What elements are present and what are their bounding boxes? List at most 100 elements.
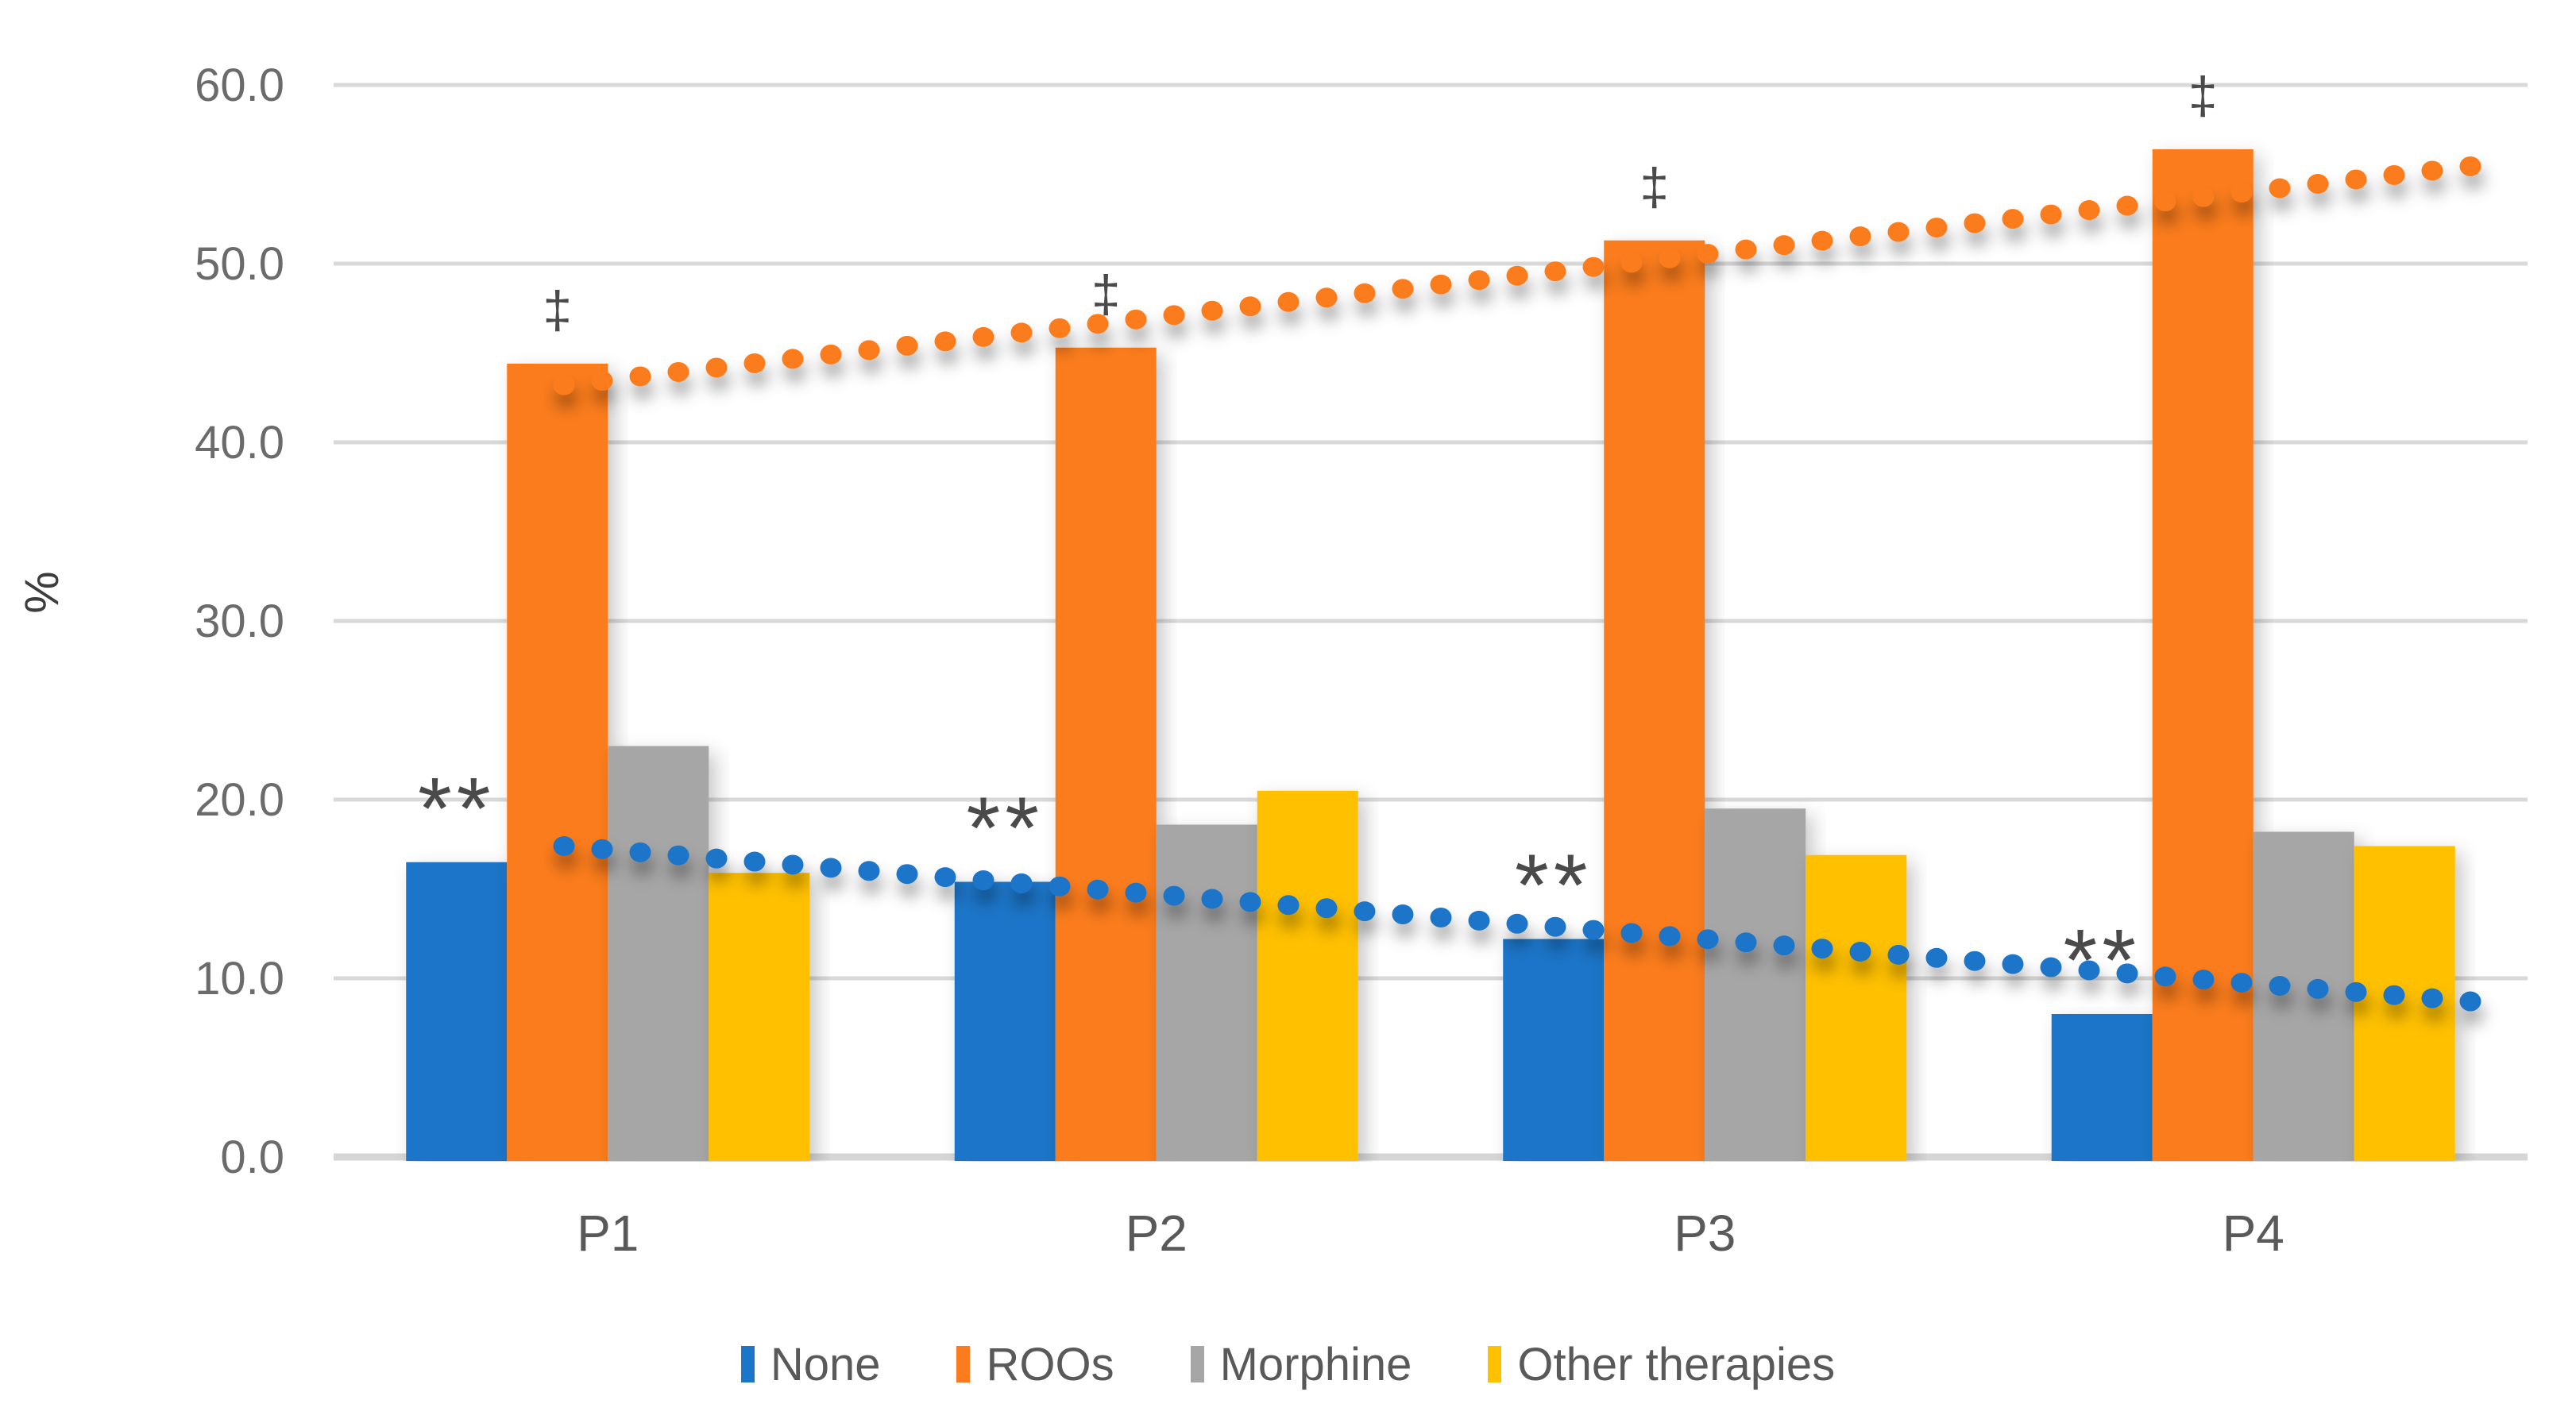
- significance-mark-p2: **: [966, 780, 1044, 877]
- trend-dot-none: [1735, 932, 1757, 953]
- trend-dot-roos: [2269, 178, 2291, 199]
- trend-dot-none: [2307, 978, 2329, 999]
- legend-marker-roos: [956, 1346, 971, 1382]
- trend-dot-roos: [2383, 164, 2405, 185]
- trend-dot-roos: [1277, 291, 1300, 312]
- trend-dot-roos: [1010, 322, 1033, 343]
- bar-none-p2: [954, 881, 1056, 1161]
- trend-dot-none: [782, 854, 804, 875]
- significance-mark-p2: ‡: [1091, 264, 1121, 323]
- y-axis-title: %: [14, 571, 68, 614]
- y-tick-label: 20.0: [195, 774, 284, 826]
- trend-dot-roos: [1735, 239, 1757, 260]
- trend-dot-none: [1544, 916, 1566, 937]
- trend-dot-none: [2230, 973, 2253, 993]
- trend-dot-none: [820, 858, 842, 878]
- trend-dot-roos: [705, 357, 728, 378]
- trend-dot-roos: [820, 344, 842, 364]
- bar-none-p1: [406, 862, 508, 1161]
- legend-item-morphine: Morphine: [1190, 1338, 1412, 1391]
- bar-roos-p3: [1604, 240, 1705, 1161]
- trend-dot-roos: [1392, 279, 1414, 299]
- x-tick-label-p2: P2: [1126, 1205, 1188, 1262]
- trend-dot-none: [1468, 910, 1490, 931]
- trend-dot-roos: [1239, 296, 1261, 317]
- legend-item-roos: ROOs: [956, 1338, 1114, 1391]
- y-tick-label: 40.0: [195, 417, 284, 469]
- trend-dot-none: [667, 845, 689, 866]
- trend-dot-none: [1849, 941, 1871, 962]
- trend-dot-roos: [2345, 169, 2367, 190]
- trend-dot-roos: [553, 375, 575, 395]
- legend-label-morphine: Morphine: [1219, 1338, 1412, 1390]
- trend-dot-none: [1239, 892, 1261, 912]
- trend-dot-none: [629, 842, 651, 862]
- trend-dot-roos: [2459, 156, 2481, 176]
- trend-dot-roos: [591, 370, 613, 391]
- bar-other-therapies-p2: [1257, 790, 1358, 1161]
- trend-dot-roos: [1506, 265, 1528, 286]
- bar-none-p3: [1503, 939, 1605, 1161]
- trend-dot-none: [1925, 947, 1948, 968]
- trend-dot-none: [858, 861, 880, 881]
- trend-dot-roos: [2002, 209, 2024, 229]
- trend-dot-none: [1049, 876, 1071, 897]
- trend-dot-none: [705, 848, 728, 869]
- trendline-group: [553, 156, 2481, 1012]
- bar-roos-p1: [507, 364, 608, 1161]
- bar-other-therapies-p3: [1806, 854, 1907, 1161]
- trend-dot-roos: [896, 335, 918, 356]
- trend-dot-roos: [1620, 253, 1643, 273]
- significance-mark-p1: ‡: [543, 280, 572, 339]
- legend-item-none: None: [740, 1338, 880, 1391]
- significance-mark-p3: ‡: [1639, 157, 1669, 216]
- legend-marker-morphine: [1190, 1346, 1204, 1382]
- y-tick-label: 30.0: [195, 596, 284, 647]
- trend-dot-roos: [1773, 235, 1795, 256]
- trend-dot-roos: [1811, 230, 1833, 251]
- trend-dot-roos: [1315, 287, 1338, 308]
- trend-dot-roos: [1887, 222, 1910, 242]
- trend-dot-roos: [1582, 256, 1605, 277]
- trend-dot-roos: [1201, 300, 1223, 321]
- trend-dot-roos: [2154, 191, 2176, 212]
- trend-dot-roos: [2192, 187, 2215, 207]
- bar-morphine-p2: [1156, 824, 1257, 1161]
- bar-morphine-p3: [1705, 808, 1806, 1161]
- trend-dot-none: [1163, 885, 1185, 906]
- bar-none-p4: [2051, 1014, 2153, 1161]
- trend-dot-none: [1315, 898, 1338, 919]
- y-tick-label: 0.0: [220, 1132, 284, 1183]
- trend-dot-none: [972, 870, 994, 891]
- trend-dot-none: [553, 836, 575, 856]
- trend-dot-roos: [858, 340, 880, 361]
- trend-dot-none: [896, 864, 918, 885]
- trend-dot-none: [2154, 966, 2176, 987]
- trend-dot-none: [2269, 976, 2291, 996]
- trend-dot-none: [2078, 960, 2100, 981]
- trend-dot-none: [2421, 988, 2443, 1008]
- trend-dot-none: [2459, 991, 2481, 1012]
- trend-dot-roos: [2040, 204, 2062, 225]
- trend-dot-none: [1125, 882, 1147, 903]
- trend-dot-none: [1506, 913, 1528, 934]
- trend-dot-roos: [1964, 213, 1986, 233]
- trend-dot-none: [2040, 957, 2062, 977]
- trend-dot-none: [1811, 939, 1833, 959]
- trend-dot-roos: [1468, 270, 1490, 291]
- legend-marker-other-therapies: [1488, 1346, 1502, 1382]
- bar-series-group: [406, 149, 2455, 1161]
- bar-roos-p4: [2152, 149, 2254, 1161]
- legend-label-other-therapies: Other therapies: [1517, 1338, 1836, 1390]
- trend-dot-roos: [2116, 195, 2138, 216]
- x-tick-label-p1: P1: [577, 1205, 639, 1262]
- trend-dot-none: [743, 851, 766, 872]
- trend-dot-none: [2192, 970, 2215, 990]
- legend-marker-none: [740, 1346, 755, 1382]
- trend-dot-roos: [1544, 261, 1566, 282]
- bar-roos-p2: [1055, 347, 1157, 1161]
- bar-other-therapies-p1: [709, 873, 810, 1161]
- annotation-group: ** ‡ ** ‡ ** ‡ ** ‡: [418, 66, 2218, 1009]
